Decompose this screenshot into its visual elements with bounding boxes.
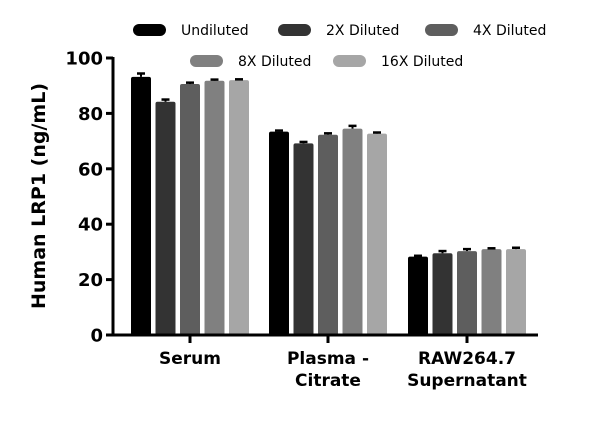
legend-label: 2X Diluted [326, 23, 399, 39]
legend-label: 8X Diluted [238, 54, 311, 70]
bar [229, 80, 249, 335]
bar [432, 253, 453, 335]
bar [204, 80, 225, 336]
legend: Undiluted 2X Diluted 4X Diluted 8X Diluted 1… [133, 23, 546, 70]
y-tick-label: 100 [65, 49, 103, 70]
bar [180, 84, 200, 336]
x-category-label: RAW264.7 [418, 349, 516, 369]
bar [457, 251, 477, 335]
bar [155, 101, 176, 336]
bar [269, 131, 289, 335]
x-category-label: Supernatant [407, 371, 527, 391]
legend-swatch [333, 55, 366, 67]
bar [367, 133, 387, 335]
legend-label: 16X Diluted [381, 54, 463, 70]
x-category-label: Plasma - [287, 349, 369, 369]
y-tick-label: 20 [78, 270, 103, 291]
legend-label: 4X Diluted [473, 23, 546, 39]
y-tick-label: 40 [78, 215, 103, 236]
bar [293, 143, 314, 335]
y-tick-label: 0 [90, 326, 103, 347]
legend-label: Undiluted [181, 23, 249, 39]
bars [131, 72, 526, 336]
bar [342, 128, 363, 335]
bar [506, 249, 526, 335]
bar [318, 134, 338, 335]
legend-swatch [278, 24, 311, 36]
bar [408, 256, 428, 335]
y-tick-label: 80 [78, 104, 103, 125]
legend-swatch [425, 24, 458, 36]
legend-swatch [133, 24, 166, 36]
x-category-label: Serum [159, 349, 221, 369]
y-tick-label: 60 [78, 159, 103, 180]
axes: 0 20 40 60 80 100 Serum Plasma -Citrate RAW264.7… [65, 49, 538, 391]
legend-swatch [190, 55, 223, 67]
bar [131, 76, 151, 335]
y-axis-label: Human LRP1 (ng/mL) [28, 83, 50, 309]
x-category-label: Citrate [295, 371, 361, 391]
bar [481, 249, 502, 335]
